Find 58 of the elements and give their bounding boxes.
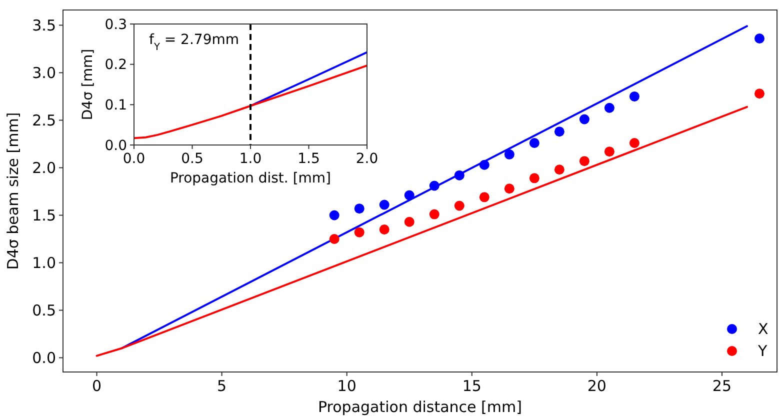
y-tick-label: 0.3	[104, 16, 127, 33]
x-axis-title: Propagation distance [mm]	[318, 398, 522, 416]
x-tick-label: 2.0	[356, 151, 378, 167]
point	[604, 146, 614, 157]
x-tick-label: 15	[462, 377, 482, 395]
legend-label: Y	[757, 342, 768, 360]
point	[504, 149, 514, 160]
x-tick-label: 0.5	[181, 151, 204, 167]
point	[354, 204, 364, 214]
x-tick-label: 0.0	[122, 151, 146, 167]
point	[329, 210, 340, 220]
x-tick-label: 1.5	[298, 151, 320, 167]
y-tick-label: 1.5	[32, 206, 56, 224]
point	[529, 138, 540, 148]
point	[379, 200, 390, 210]
point	[479, 192, 490, 202]
point	[379, 224, 390, 234]
point	[429, 209, 440, 220]
x-tick-label: 10	[337, 377, 356, 395]
x-tick-label: 0	[92, 377, 102, 395]
y-tick-label: 0.5	[32, 301, 56, 320]
point	[329, 234, 340, 244]
point	[354, 227, 364, 238]
point	[454, 170, 464, 180]
point	[404, 216, 414, 227]
legend-label: X	[758, 320, 768, 338]
y-tick-label: 0.0	[104, 138, 127, 154]
y-tick-label: 3.5	[32, 16, 56, 34]
y-axis-title: D4σ beam size [mm]	[4, 112, 22, 270]
point	[479, 160, 490, 170]
point	[629, 91, 640, 102]
y-tick-label: 0.0	[32, 349, 56, 367]
annotation: f$_{Y}$ = 2.79mm	[149, 32, 240, 52]
x-tick-label: 1.0	[239, 151, 262, 167]
point	[404, 190, 414, 200]
point	[429, 180, 440, 191]
point	[554, 126, 564, 137]
point	[629, 138, 640, 148]
y-tick-label: 2.5	[32, 111, 56, 130]
point	[754, 34, 764, 44]
point	[529, 173, 540, 184]
y-axis-title: D4σ [mm]	[80, 48, 96, 120]
x-axis-title: Propagation dist. [mm]	[170, 170, 332, 187]
x-tick-label: 20	[587, 377, 606, 395]
line-series	[134, 64, 367, 140]
x-tick-label: 25	[712, 377, 732, 395]
y-tick-label: 0.2	[104, 57, 127, 74]
point	[754, 88, 764, 99]
point	[454, 200, 464, 211]
y-tick-label: 3.0	[32, 64, 56, 82]
point	[604, 102, 614, 113]
point	[504, 184, 514, 194]
x-tick-label: 5	[217, 377, 227, 395]
y-tick-label: 0.1	[104, 98, 127, 114]
point	[579, 114, 590, 124]
point	[554, 164, 564, 175]
y-tick-label: 1.0	[32, 254, 56, 272]
point	[579, 156, 590, 166]
